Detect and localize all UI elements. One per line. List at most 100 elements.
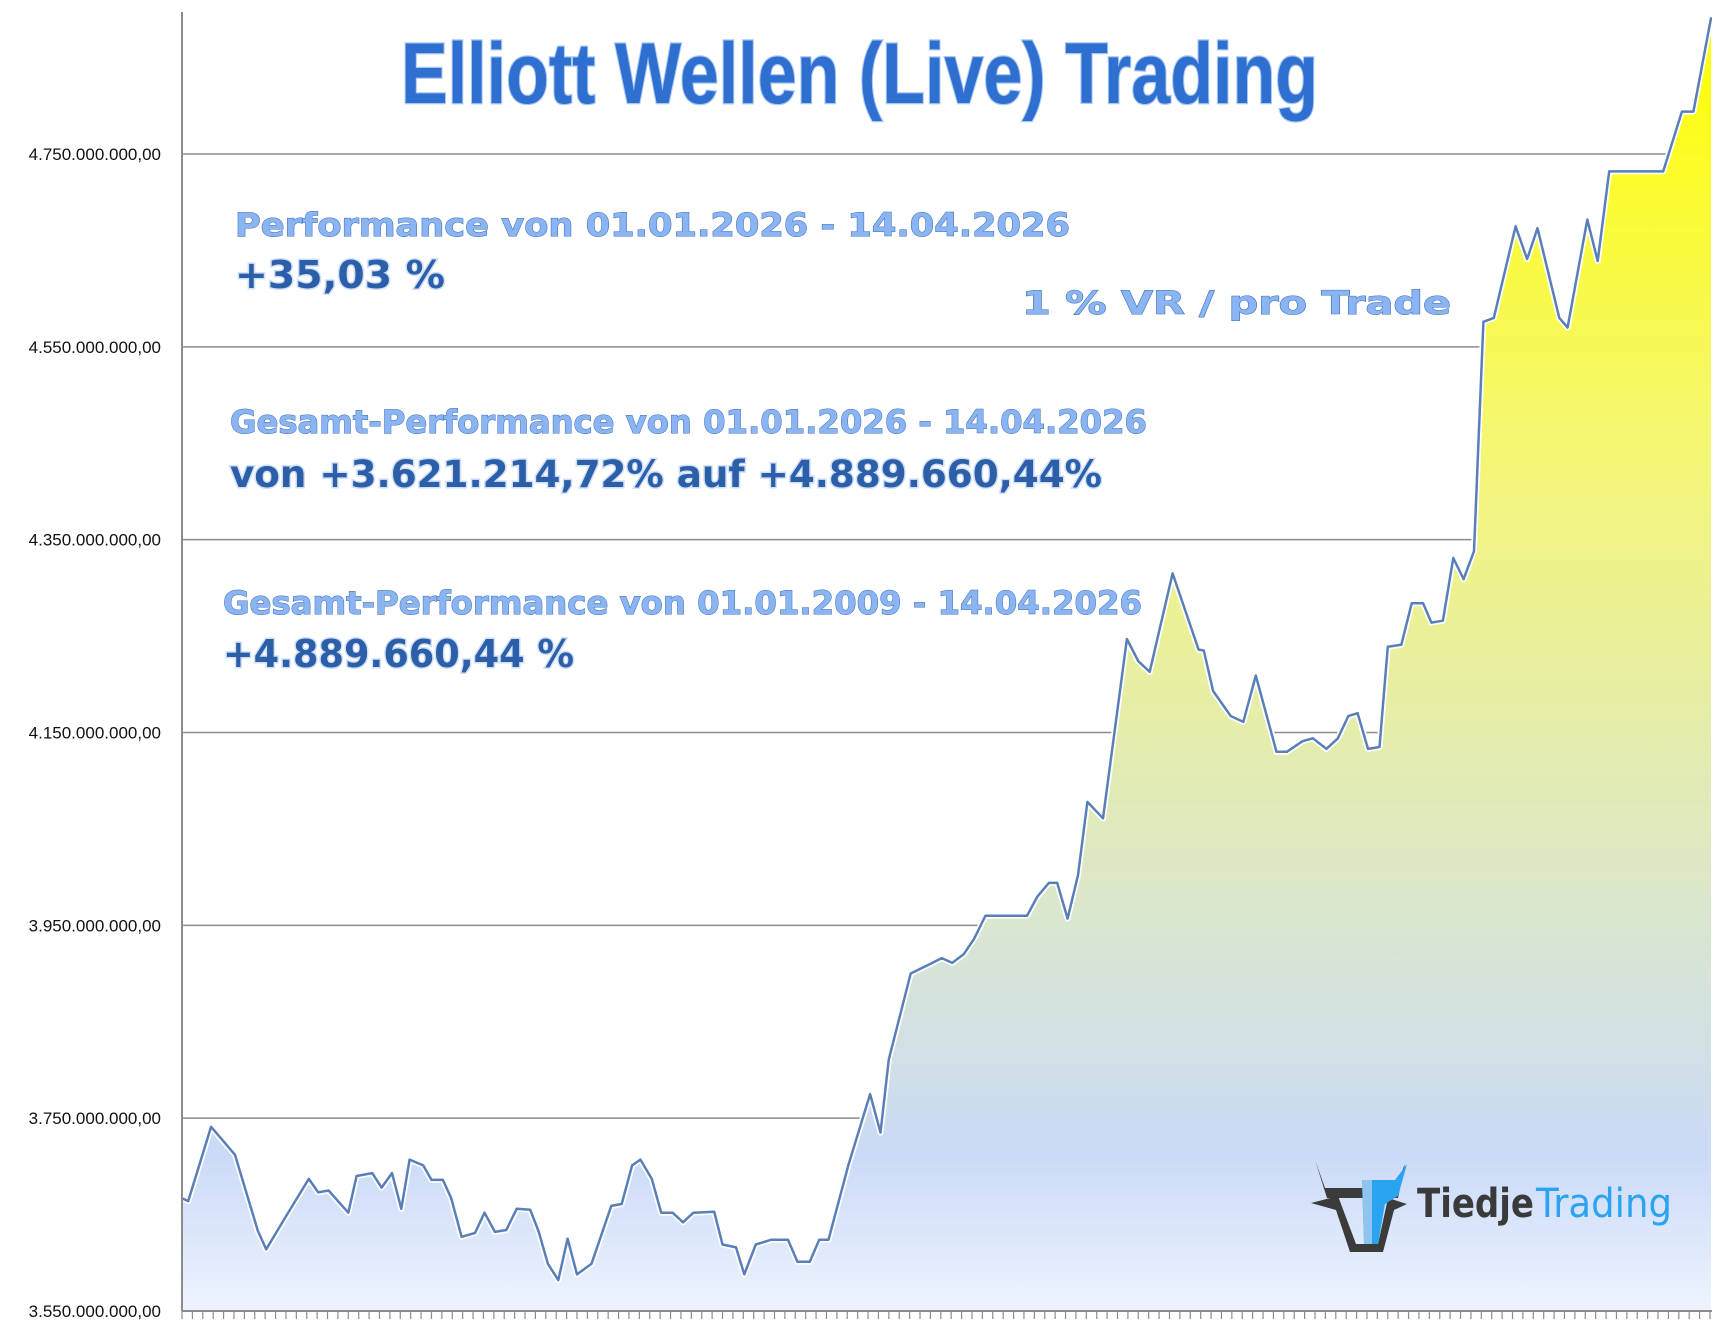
bull-head-icon bbox=[1311, 1160, 1407, 1252]
chart-title: Elliott Wellen (Live) Trading bbox=[401, 26, 1318, 122]
data-point bbox=[557, 1279, 560, 1282]
data-point bbox=[529, 1208, 532, 1211]
data-point bbox=[1378, 745, 1381, 748]
total-performance-2009-label: Gesamt-Performance von 01.01.2009 - 14.0… bbox=[223, 584, 1142, 622]
data-point bbox=[787, 1238, 790, 1241]
data-point bbox=[537, 1229, 540, 1232]
y-tick-label: 4.750.000.000,00 bbox=[29, 145, 161, 164]
data-point bbox=[743, 1273, 746, 1276]
data-point bbox=[1047, 881, 1050, 884]
data-point bbox=[1473, 550, 1476, 553]
data-point bbox=[951, 961, 954, 964]
total-performance-2026-value: von +3.621.214,72% auf +4.889.660,44% bbox=[230, 453, 1102, 496]
data-point bbox=[796, 1260, 799, 1263]
data-point bbox=[631, 1164, 634, 1167]
data-point bbox=[285, 1213, 288, 1216]
risk-label: 1 % VR / pro Trade bbox=[1022, 284, 1451, 322]
data-point bbox=[590, 1262, 593, 1265]
data-point bbox=[1101, 817, 1104, 820]
data-point bbox=[721, 1243, 724, 1246]
data-point bbox=[1285, 750, 1288, 753]
data-point bbox=[610, 1204, 613, 1207]
data-point bbox=[483, 1211, 486, 1214]
total-performance-2009-value: +4.889.660,44 % bbox=[223, 632, 574, 676]
data-point bbox=[1229, 715, 1232, 718]
data-point bbox=[1066, 917, 1069, 920]
data-point bbox=[770, 1238, 773, 1241]
data-point bbox=[460, 1235, 463, 1238]
data-point bbox=[1680, 110, 1683, 113]
data-point bbox=[1311, 737, 1314, 740]
data-point bbox=[879, 1131, 882, 1134]
data-point bbox=[1006, 914, 1009, 917]
data-point bbox=[818, 1238, 821, 1241]
data-point bbox=[847, 1164, 850, 1167]
y-axis-labels: 3.550.000.000,00 3.750.000.000,00 3.950.00… bbox=[29, 145, 161, 1320]
data-point bbox=[187, 1200, 190, 1203]
data-point bbox=[1301, 740, 1304, 743]
data-point bbox=[692, 1211, 695, 1214]
data-point bbox=[1212, 690, 1215, 693]
data-point bbox=[474, 1231, 477, 1234]
performance-value: +35,03 % bbox=[235, 253, 445, 297]
data-point bbox=[639, 1158, 642, 1161]
data-point bbox=[515, 1207, 518, 1210]
data-point bbox=[1148, 670, 1151, 673]
data-point bbox=[546, 1262, 549, 1265]
data-point bbox=[380, 1186, 383, 1189]
data-point bbox=[1026, 914, 1029, 917]
data-point bbox=[265, 1248, 268, 1251]
y-tick-label: 4.350.000.000,00 bbox=[29, 531, 161, 550]
data-point bbox=[1586, 218, 1589, 221]
data-point bbox=[682, 1221, 685, 1224]
data-point bbox=[390, 1172, 393, 1175]
data-point bbox=[984, 914, 987, 917]
logo-text-tiedje: Tiedje bbox=[1417, 1181, 1534, 1227]
data-point bbox=[1125, 637, 1128, 640]
data-point bbox=[347, 1211, 350, 1214]
data-point bbox=[1036, 895, 1039, 898]
data-point bbox=[620, 1202, 623, 1205]
data-point bbox=[1242, 720, 1245, 723]
data-point bbox=[973, 937, 976, 940]
data-point bbox=[1400, 643, 1403, 646]
data-point bbox=[1171, 572, 1174, 575]
data-point bbox=[1386, 645, 1389, 648]
data-point bbox=[256, 1229, 259, 1232]
data-point bbox=[887, 1058, 890, 1061]
data-point bbox=[962, 953, 965, 956]
data-point bbox=[1608, 170, 1611, 173]
x-axis-ticks bbox=[181, 1311, 1711, 1319]
data-points bbox=[181, 17, 1713, 1282]
data-point bbox=[1325, 747, 1328, 750]
data-point bbox=[1254, 674, 1257, 677]
data-point bbox=[1452, 556, 1455, 559]
data-point bbox=[1202, 649, 1205, 652]
data-point bbox=[650, 1177, 653, 1180]
data-point bbox=[408, 1158, 411, 1161]
data-point bbox=[1367, 747, 1370, 750]
y-tick-label: 3.550.000.000,00 bbox=[29, 1302, 161, 1320]
data-point bbox=[505, 1229, 508, 1232]
data-point bbox=[1056, 881, 1059, 884]
data-point bbox=[317, 1191, 320, 1194]
data-point bbox=[1566, 326, 1569, 329]
data-point bbox=[940, 957, 943, 960]
data-point bbox=[1137, 660, 1140, 663]
data-point bbox=[1430, 621, 1433, 624]
tiedjetrading-logo: Tiedje Trading bbox=[1311, 1160, 1672, 1252]
data-point bbox=[493, 1230, 496, 1233]
data-point bbox=[927, 963, 930, 966]
data-point bbox=[1086, 800, 1089, 803]
data-point bbox=[1536, 227, 1539, 230]
data-point bbox=[1558, 316, 1561, 319]
y-tick-label: 3.950.000.000,00 bbox=[29, 916, 161, 935]
data-point bbox=[1596, 260, 1599, 263]
data-point bbox=[735, 1246, 738, 1249]
data-point bbox=[210, 1125, 213, 1128]
data-point bbox=[1077, 874, 1080, 877]
data-point bbox=[671, 1211, 674, 1214]
y-tick-label: 4.150.000.000,00 bbox=[29, 724, 161, 743]
data-point bbox=[827, 1238, 830, 1241]
